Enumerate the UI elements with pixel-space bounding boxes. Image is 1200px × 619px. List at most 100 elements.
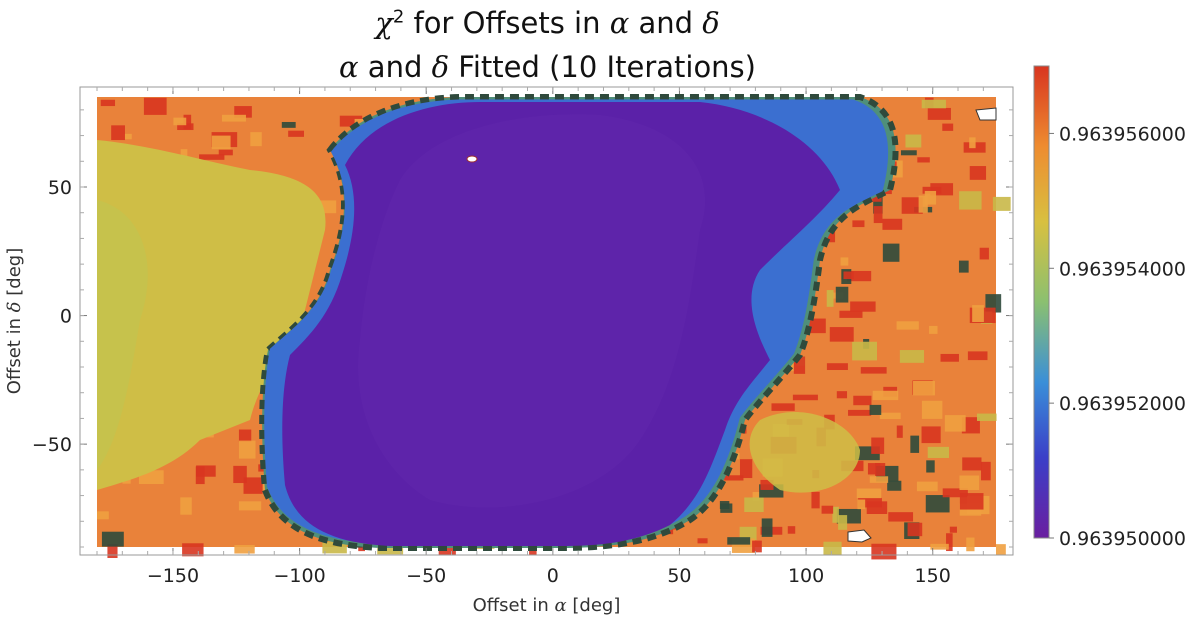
- heatmap-patch: [221, 114, 246, 122]
- heatmap-patch: [917, 157, 930, 163]
- heatmap-patch: [995, 544, 1006, 556]
- x-axis-label: Offset in α [deg]: [473, 595, 621, 616]
- heatmap-patch: [916, 481, 938, 492]
- heatmap-patch: [853, 395, 872, 406]
- heatmap-patch: [752, 492, 760, 501]
- heatmap-patch: [976, 413, 997, 421]
- heatmap-patch: [913, 380, 935, 396]
- heatmap-patch: [942, 488, 968, 498]
- heatmap-patch: [882, 243, 900, 262]
- heatmap-patch: [967, 351, 988, 361]
- chart-title: χ2 for Offsets in α and δ: [0, 6, 1095, 40]
- heatmap-patch: [97, 511, 109, 520]
- heatmap-patch: [852, 341, 878, 361]
- heatmap-patch: [843, 271, 854, 280]
- subtitle-and: and: [358, 50, 432, 84]
- colorbar-gradient: [1033, 65, 1050, 539]
- y-axis-label-unit: [deg]: [4, 248, 25, 302]
- heatmap-patch: [829, 327, 854, 342]
- heatmap-patch: [966, 537, 975, 552]
- heatmap-patch: [867, 463, 881, 475]
- heatmap-patch: [944, 415, 966, 432]
- y-tick-label: 0: [60, 306, 72, 328]
- heatmap-patch: [852, 220, 865, 228]
- heatmap-patch: [899, 350, 925, 363]
- heatmap-patch: [871, 543, 897, 560]
- title-sup: 2: [392, 6, 405, 28]
- heatmap-patch: [196, 465, 216, 477]
- y-tick-label: 50: [48, 177, 72, 199]
- heatmap-patch: [940, 353, 959, 362]
- heatmap-patch: [752, 540, 762, 553]
- heatmap-patch: [959, 191, 982, 210]
- heatmap-patch: [930, 543, 949, 550]
- heatmap-patch: [183, 114, 192, 130]
- heatmap-patch: [896, 321, 919, 330]
- colorbar-tick-label: 0.963954000: [1059, 258, 1186, 280]
- heatmap-patch: [848, 409, 872, 416]
- heatmap-patch: [959, 493, 984, 510]
- heatmap-patch: [787, 526, 796, 534]
- heatmap-patch: [959, 475, 980, 491]
- heatmap-patch: [811, 491, 820, 509]
- x-tick-label: −100: [273, 565, 325, 587]
- heatmap-patch: [981, 461, 991, 481]
- y-axis-label-delta: δ: [4, 301, 25, 312]
- heatmap-patch: [869, 404, 882, 415]
- heatmap-patch: [835, 286, 849, 303]
- heatmap-patch: [339, 115, 363, 127]
- heatmap-patch: [243, 477, 263, 494]
- heatmap-patch: [101, 531, 124, 547]
- left-yellow-plateau: [97, 140, 326, 490]
- heatmap-patch: [234, 106, 252, 118]
- heatmap-patch: [358, 544, 365, 552]
- heatmap-patch: [760, 479, 774, 490]
- heatmap-patch: [739, 459, 753, 479]
- x-tick-label: 150: [915, 565, 951, 587]
- heatmap-patch: [847, 270, 872, 282]
- title-delta: δ: [702, 6, 720, 40]
- heatmap-patch: [888, 512, 914, 522]
- heatmap-patch: [958, 260, 969, 273]
- x-tick-label: −50: [406, 565, 446, 587]
- title-text: for Offsets in: [404, 6, 610, 40]
- plot-area: [97, 93, 1011, 560]
- heatmap-patch: [962, 457, 982, 471]
- x-axis-label-unit: [deg]: [567, 595, 621, 616]
- axes: −150 −100 −50 0 50 100 150 −50 0 50 Offset in α [d…: [4, 86, 1014, 616]
- chart-subtitle: α and δ Fitted (10 Iterations): [0, 50, 1095, 84]
- heatmap-patch: [836, 391, 848, 399]
- heatmap-patch: [761, 518, 773, 537]
- heatmap-patch: [288, 130, 305, 137]
- title-alpha: α: [609, 6, 630, 40]
- y-axis-label: Offset in δ [deg]: [4, 248, 25, 394]
- subtitle-text: Fitted (10 Iterations): [449, 50, 756, 84]
- heatmap-patch: [921, 426, 941, 444]
- heatmap-patch: [832, 506, 839, 523]
- left-yellow-core: [97, 200, 148, 470]
- white-spot: [847, 529, 872, 543]
- heatmap-patch: [233, 465, 247, 484]
- heatmap-patch: [901, 197, 923, 214]
- heatmap-patch: [123, 133, 132, 140]
- heatmap-patch: [218, 149, 233, 156]
- heatmap-patch: [739, 526, 757, 541]
- heatmap-patch: [234, 544, 255, 554]
- heatmap-patch: [869, 476, 889, 483]
- x-axis-label-text: Offset in: [473, 595, 555, 616]
- colorbar-tick-label: 0.963952000: [1059, 393, 1186, 415]
- title-chi: χ: [375, 6, 393, 40]
- heatmap-patch: [143, 97, 167, 115]
- heatmap-patch: [921, 99, 946, 109]
- basin-core: [358, 114, 706, 508]
- heatmap-patch: [907, 522, 923, 537]
- heatmap-patch: [727, 537, 751, 545]
- heatmap-patch: [873, 206, 883, 224]
- white-spot: [466, 155, 478, 163]
- heatmap-patch: [744, 497, 764, 513]
- x-tick-label: 100: [788, 565, 824, 587]
- heatmap-patch: [838, 515, 848, 530]
- heatmap-patch: [924, 190, 937, 205]
- heatmap-patch: [872, 390, 899, 401]
